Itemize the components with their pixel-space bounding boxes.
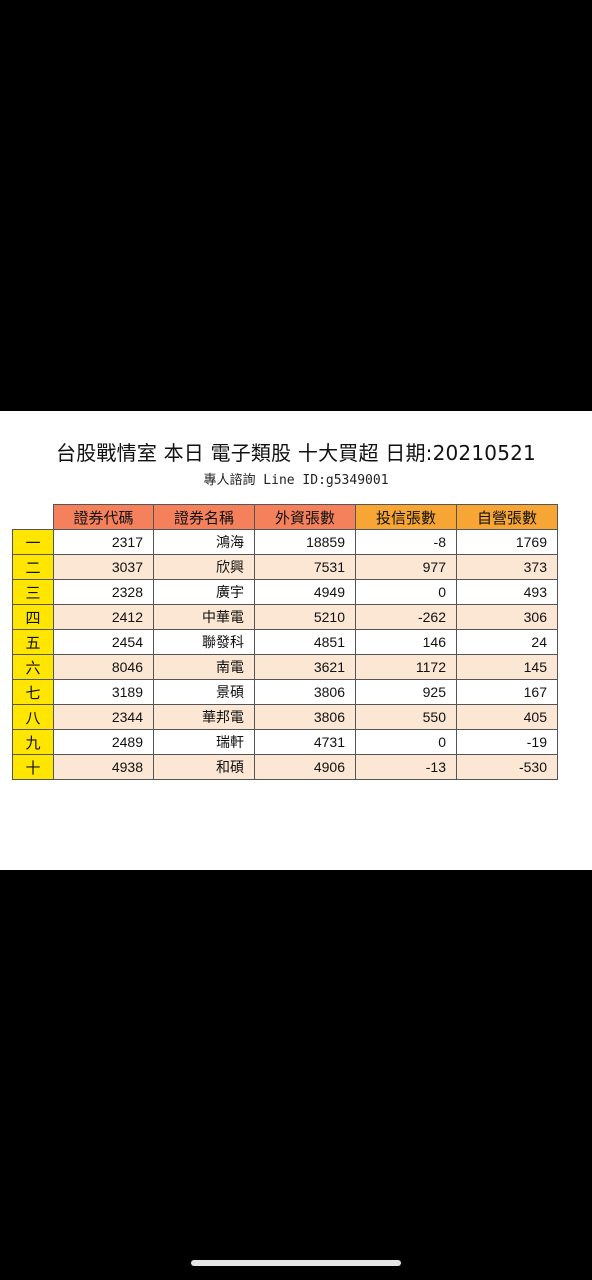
cell-foreign-lots: 3621 xyxy=(254,654,356,680)
header-security-code: 證券代碼 xyxy=(53,504,154,530)
table-row: 九 2489 瑞軒 4731 0 -19 xyxy=(12,729,558,755)
cell-security-code: 8046 xyxy=(53,654,154,680)
table-row: 五 2454 聯發科 4851 146 24 xyxy=(12,629,558,655)
rank-cell: 十 xyxy=(12,754,54,780)
cell-trust-lots: 977 xyxy=(355,554,457,580)
cell-foreign-lots: 3806 xyxy=(254,704,356,730)
rank-cell: 四 xyxy=(12,604,54,630)
cell-dealer-lots: 493 xyxy=(456,579,558,605)
table-row: 八 2344 華邦電 3806 550 405 xyxy=(12,704,558,730)
cell-foreign-lots: 4949 xyxy=(254,579,356,605)
rank-cell: 八 xyxy=(12,704,54,730)
cell-security-code: 2328 xyxy=(53,579,154,605)
cell-foreign-lots: 7531 xyxy=(254,554,356,580)
cell-security-name: 廣宇 xyxy=(153,579,255,605)
cell-foreign-lots: 4851 xyxy=(254,629,356,655)
cell-foreign-lots: 4906 xyxy=(254,754,356,780)
header-foreign-lots: 外資張數 xyxy=(254,504,356,530)
cell-security-code: 3037 xyxy=(53,554,154,580)
cell-security-name: 鴻海 xyxy=(153,529,255,555)
cell-security-name: 瑞軒 xyxy=(153,729,255,755)
cell-dealer-lots: 306 xyxy=(456,604,558,630)
table-row: 三 2328 廣宇 4949 0 493 xyxy=(12,579,558,605)
cell-trust-lots: -8 xyxy=(355,529,457,555)
cell-trust-lots: 0 xyxy=(355,579,457,605)
cell-trust-lots: 925 xyxy=(355,679,457,705)
cell-security-name: 中華電 xyxy=(153,604,255,630)
rank-cell: 三 xyxy=(12,579,54,605)
cell-dealer-lots: 145 xyxy=(456,654,558,680)
cell-dealer-lots: 1769 xyxy=(456,529,558,555)
table-row: 四 2412 中華電 5210 -262 306 xyxy=(12,604,558,630)
rank-header-blank xyxy=(13,505,54,530)
table-row: 一 2317 鴻海 18859 -8 1769 xyxy=(12,529,558,555)
cell-security-code: 2454 xyxy=(53,629,154,655)
cell-trust-lots: 1172 xyxy=(355,654,457,680)
table-row: 六 8046 南電 3621 1172 145 xyxy=(12,654,558,680)
table-header-row: 證券代碼 證券名稱 外資張數 投信張數 自營張數 xyxy=(13,504,558,530)
cell-trust-lots: 550 xyxy=(355,704,457,730)
header-dealer-lots: 自營張數 xyxy=(456,504,558,530)
cell-security-name: 和碩 xyxy=(153,754,255,780)
cell-trust-lots: -13 xyxy=(355,754,457,780)
home-indicator[interactable] xyxy=(191,1260,401,1266)
cell-dealer-lots: -530 xyxy=(456,754,558,780)
cell-foreign-lots: 4731 xyxy=(254,729,356,755)
cell-trust-lots: 146 xyxy=(355,629,457,655)
cell-foreign-lots: 5210 xyxy=(254,604,356,630)
cell-security-name: 欣興 xyxy=(153,554,255,580)
cell-security-code: 3189 xyxy=(53,679,154,705)
rank-cell: 九 xyxy=(12,729,54,755)
cell-security-name: 華邦電 xyxy=(153,704,255,730)
cell-security-code: 2489 xyxy=(53,729,154,755)
cell-dealer-lots: 24 xyxy=(456,629,558,655)
cell-security-name: 景碩 xyxy=(153,679,255,705)
cell-security-name: 南電 xyxy=(153,654,255,680)
cell-trust-lots: 0 xyxy=(355,729,457,755)
rank-cell: 一 xyxy=(12,529,54,555)
table-row: 二 3037 欣興 7531 977 373 xyxy=(12,554,558,580)
table-row: 十 4938 和碩 4906 -13 -530 xyxy=(12,754,558,780)
cell-trust-lots: -262 xyxy=(355,604,457,630)
rank-cell: 五 xyxy=(12,629,54,655)
cell-dealer-lots: -19 xyxy=(456,729,558,755)
cell-security-name: 聯發科 xyxy=(153,629,255,655)
report-title: 台股戰情室 本日 電子類股 十大買超 日期:20210521 xyxy=(56,441,536,465)
rank-cell: 六 xyxy=(12,654,54,680)
cell-security-code: 2344 xyxy=(53,704,154,730)
top-ten-net-buy-table: 證券代碼 證券名稱 外資張數 投信張數 自營張數 一 2317 鴻海 18859 -8 1… xyxy=(12,504,558,780)
cell-foreign-lots: 18859 xyxy=(254,529,356,555)
cell-foreign-lots: 3806 xyxy=(254,679,356,705)
cell-security-code: 2317 xyxy=(53,529,154,555)
cell-dealer-lots: 373 xyxy=(456,554,558,580)
rank-cell: 二 xyxy=(12,554,54,580)
shared-image-panel: 台股戰情室 本日 電子類股 十大買超 日期:20210521 專人諮詢 Line… xyxy=(0,411,592,870)
header-security-name: 證券名稱 xyxy=(153,504,255,530)
rank-cell: 七 xyxy=(12,679,54,705)
table-row: 七 3189 景碩 3806 925 167 xyxy=(12,679,558,705)
contact-line: 專人諮詢 Line ID:g5349001 xyxy=(203,473,389,488)
cell-dealer-lots: 167 xyxy=(456,679,558,705)
cell-security-code: 2412 xyxy=(53,604,154,630)
header-trust-lots: 投信張數 xyxy=(355,504,457,530)
cell-dealer-lots: 405 xyxy=(456,704,558,730)
cell-security-code: 4938 xyxy=(53,754,154,780)
